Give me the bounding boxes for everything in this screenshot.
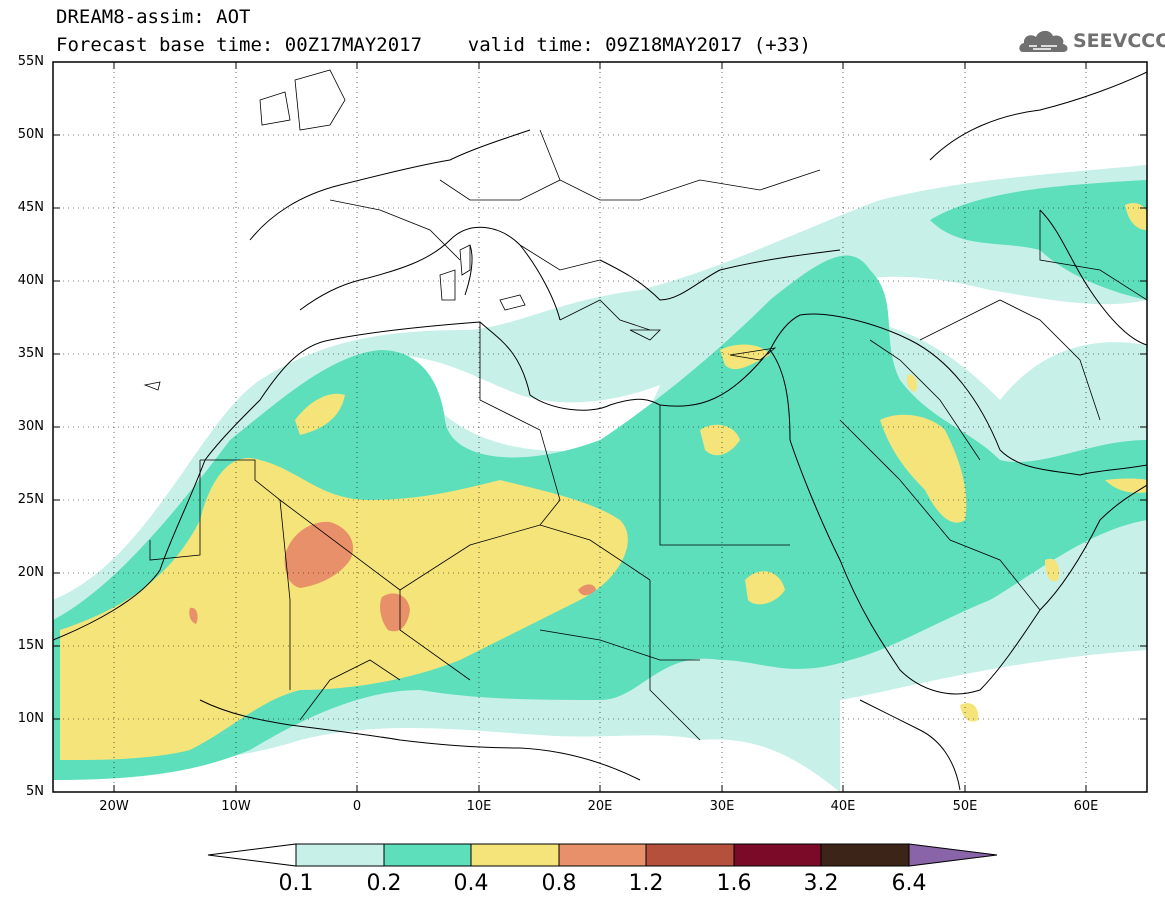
colorbar-high-arrow: [908, 843, 998, 867]
colorbar-label-0-4: 0.4: [453, 871, 489, 896]
colorbar-swatch-0-1: [295, 843, 385, 867]
lon-label-10e: 10E: [466, 799, 492, 814]
colorbar-swatch-1-2: [645, 843, 735, 867]
lon-label-0: 0: [352, 799, 362, 814]
colorbar-swatch-0-2: [383, 843, 472, 867]
lat-label-45n: 45N: [17, 200, 44, 215]
lat-label-35n: 35N: [17, 346, 44, 361]
colorbar: [207, 843, 998, 867]
lat-label-15n: 15N: [17, 638, 44, 653]
lat-label-50n: 50N: [17, 127, 44, 142]
graticule: [53, 62, 1147, 792]
seevccc-logo: SEEVCCC: [1017, 24, 1165, 58]
aot-field: [53, 62, 1147, 792]
lat-label-10n: 10N: [17, 711, 44, 726]
colorbar-label-1-2: 1.2: [628, 871, 664, 896]
colorbar-label-3-2: 3.2: [803, 871, 839, 896]
colorbar-swatch-1-6: [733, 843, 822, 867]
lat-label-30n: 30N: [17, 419, 44, 434]
colorbar-low-arrow: [207, 843, 297, 867]
map-subtitle: Forecast base time: 00Z17MAY2017 valid t…: [56, 34, 811, 56]
lat-label-20n: 20N: [17, 565, 44, 580]
islands: [143, 69, 777, 391]
cloud-logo-icon: [1019, 30, 1068, 52]
aot-clear-areas: [53, 276, 1147, 792]
lon-label-50e: 50E: [952, 799, 978, 814]
country-borders: [149, 129, 1147, 741]
colorbar-swatch-3-2: [820, 843, 910, 867]
aot-level-0-4: [60, 203, 1147, 760]
lon-label-30e: 30E: [709, 799, 735, 814]
lat-label-40n: 40N: [17, 273, 44, 288]
lat-label-55n: 55N: [17, 54, 44, 69]
lon-label-40e: 40E: [830, 799, 856, 814]
lon-label-60e: 60E: [1073, 799, 1099, 814]
colorbar-label-6-4: 6.4: [891, 871, 927, 896]
colorbar-label-1-6: 1.6: [716, 871, 752, 896]
coastlines: [53, 71, 1147, 791]
axis-ticks: [53, 61, 1147, 792]
lat-label-25n: 25N: [17, 492, 44, 507]
logo-text: SEEVCCC: [1073, 30, 1165, 52]
lon-label-20w: 20W: [99, 799, 129, 814]
lon-label-10w: 10W: [221, 799, 251, 814]
map-title: DREAM8-assim: AOT: [56, 6, 251, 28]
colorbar-label-0-1: 0.1: [278, 871, 314, 896]
colorbar-swatch-0-8: [558, 843, 647, 867]
lat-label-5n: 5N: [26, 784, 44, 799]
lon-label-20e: 20E: [587, 799, 613, 814]
colorbar-label-0-2: 0.2: [366, 871, 402, 896]
colorbar-label-0-8: 0.8: [541, 871, 577, 896]
aot-level-0-8: [189, 521, 596, 632]
colorbar-swatch-0-4: [470, 843, 560, 867]
